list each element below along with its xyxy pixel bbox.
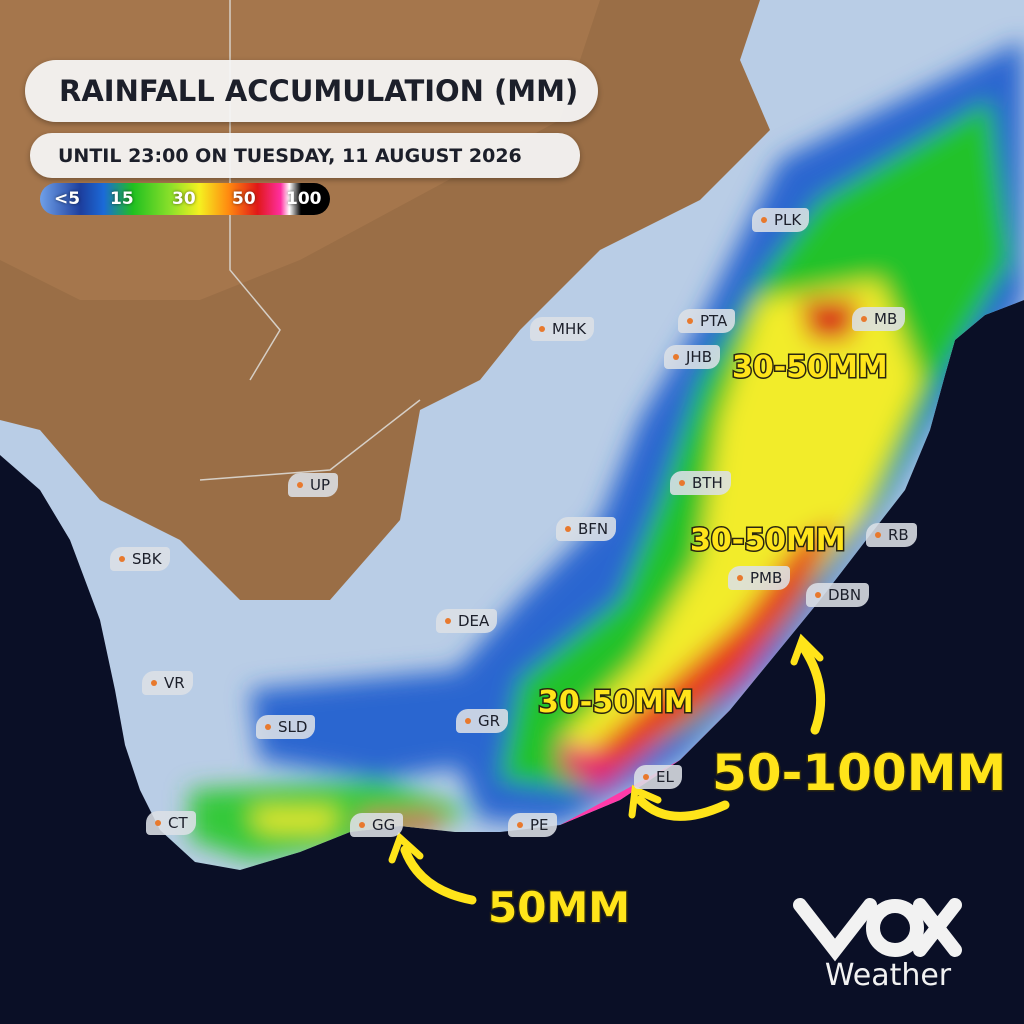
place-label: PLK [752,208,810,232]
logo [793,898,962,962]
place-label: JHB [664,345,720,369]
place-label: GG [350,813,404,837]
legend: <5 15 30 50 100 [40,183,330,215]
annotation: 50MM [488,883,630,932]
annotation: 50-100MM [712,744,1006,802]
place-label: VR [142,671,193,695]
place-label: MB [852,307,906,331]
subtitle: UNTIL 23:00 ON TUESDAY, 11 AUGUST 2026 [30,133,580,178]
place-label: DEA [436,609,498,633]
place-label: PE [508,813,557,837]
place-label: BFN [556,517,617,541]
place-label: SBK [110,547,170,571]
place-label: MHK [530,317,595,341]
place-label: BTH [670,471,731,495]
place-label: GR [456,709,509,733]
legend-label: 50 [232,189,256,209]
annotation: 30-50MM [690,523,846,558]
title: RAINFALL ACCUMULATION (MM) [25,60,598,122]
legend-label: 100 [286,189,322,209]
place-label: RB [866,523,917,547]
annotation: 30-50MM [732,350,888,385]
legend-label: 15 [110,189,134,209]
place-label: PMB [728,566,791,590]
place-label: SLD [256,715,316,739]
arrows [388,633,826,905]
annotation: 30-50MM [538,685,694,720]
place-label: CT [146,811,196,835]
legend-label: <5 [54,189,81,209]
place-label: UP [288,473,339,497]
place-label: EL [634,765,682,789]
place-label: DBN [806,583,870,607]
legend-label: 30 [172,189,196,209]
place-label: PTA [678,309,736,333]
brand-name: Weather [825,958,952,993]
